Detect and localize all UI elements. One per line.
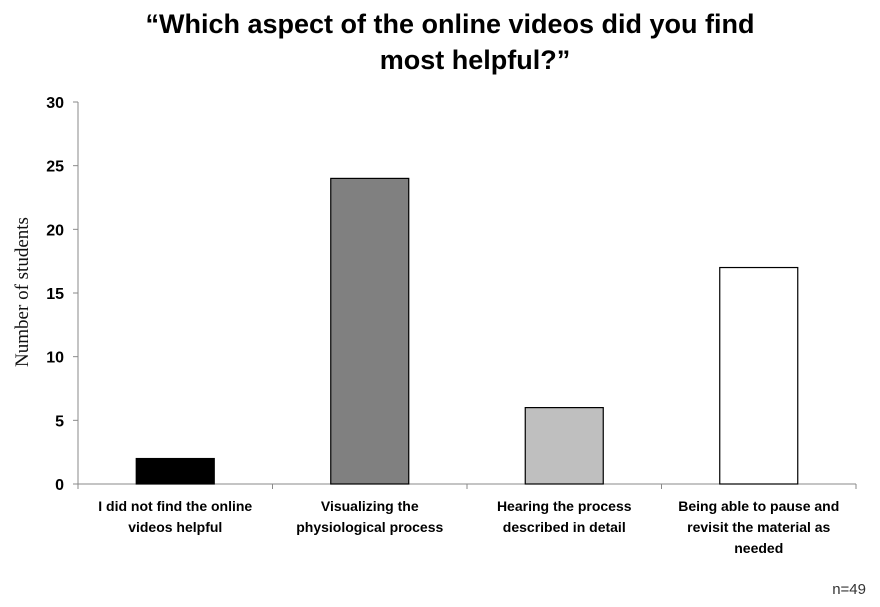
y-tick-labels: 0 5 10 15 20 25 30 <box>46 95 64 494</box>
x-category-label: I did not find the online videos helpful <box>98 498 252 535</box>
y-tick-label: 5 <box>55 413 64 430</box>
chart-bars <box>135 177 799 485</box>
chart-title-line-1: “Which aspect of the online videos did y… <box>145 9 755 39</box>
bar-3 <box>524 407 604 485</box>
sample-size-note: n=49 <box>832 581 866 598</box>
y-tick-label: 0 <box>55 477 64 494</box>
bar-1 <box>135 457 215 485</box>
x-category-label: Visualizing the physiological process <box>296 498 443 535</box>
y-tick-label: 15 <box>46 286 64 303</box>
y-axis-label: Number of students <box>12 217 33 367</box>
x-category-label: Hearing the process described in detail <box>497 498 632 535</box>
bar-2 <box>330 177 410 485</box>
y-tick-label: 30 <box>46 95 64 112</box>
y-tick-label: 20 <box>46 222 64 239</box>
y-tick-label: 10 <box>46 350 64 367</box>
x-category-label: Being able to pause and revisit the mater… <box>678 498 839 556</box>
chart-title: “Which aspect of the online videos did y… <box>0 6 880 78</box>
bar-4 <box>719 266 799 485</box>
chart-title-line-2: most helpful?” <box>379 45 571 75</box>
y-tick-label: 25 <box>46 159 64 176</box>
x-category-labels: I did not find the online videos helpful V… <box>98 498 839 556</box>
